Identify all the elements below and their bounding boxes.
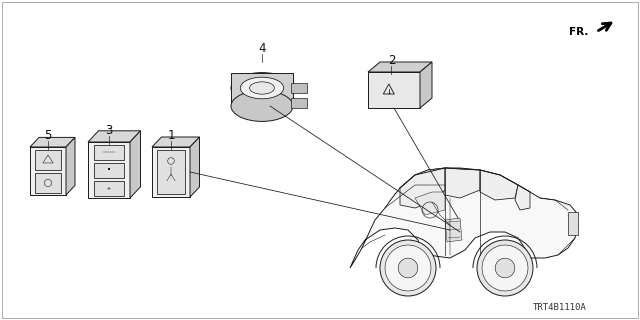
Polygon shape bbox=[30, 137, 75, 147]
Polygon shape bbox=[94, 145, 124, 160]
Polygon shape bbox=[88, 131, 141, 142]
Polygon shape bbox=[368, 72, 420, 108]
Polygon shape bbox=[415, 192, 445, 215]
Polygon shape bbox=[480, 170, 518, 200]
Polygon shape bbox=[368, 62, 432, 72]
Circle shape bbox=[398, 258, 418, 278]
Polygon shape bbox=[94, 163, 124, 178]
Polygon shape bbox=[94, 181, 124, 196]
Polygon shape bbox=[190, 137, 200, 197]
Ellipse shape bbox=[250, 82, 275, 94]
Ellipse shape bbox=[240, 77, 284, 99]
Polygon shape bbox=[130, 131, 141, 198]
Polygon shape bbox=[515, 185, 530, 210]
Polygon shape bbox=[445, 168, 480, 198]
Ellipse shape bbox=[231, 73, 293, 103]
Polygon shape bbox=[66, 137, 75, 195]
Polygon shape bbox=[445, 218, 462, 242]
Text: 2: 2 bbox=[388, 53, 395, 67]
Polygon shape bbox=[152, 137, 200, 147]
Polygon shape bbox=[420, 62, 432, 108]
Circle shape bbox=[495, 258, 515, 278]
Polygon shape bbox=[35, 173, 61, 193]
Text: TRT4B1110A: TRT4B1110A bbox=[533, 303, 587, 313]
Text: FR.: FR. bbox=[568, 27, 588, 37]
Polygon shape bbox=[350, 168, 578, 268]
Text: 3: 3 bbox=[106, 124, 113, 137]
Circle shape bbox=[385, 245, 431, 291]
Polygon shape bbox=[568, 212, 578, 235]
Circle shape bbox=[482, 245, 528, 291]
Polygon shape bbox=[30, 147, 66, 195]
Polygon shape bbox=[157, 150, 185, 194]
Polygon shape bbox=[35, 150, 61, 170]
Polygon shape bbox=[291, 83, 307, 93]
Polygon shape bbox=[152, 147, 190, 197]
Polygon shape bbox=[400, 168, 445, 208]
Text: 4: 4 bbox=[259, 42, 266, 54]
Text: 1: 1 bbox=[167, 129, 175, 141]
Circle shape bbox=[380, 240, 436, 296]
Polygon shape bbox=[231, 73, 293, 106]
Circle shape bbox=[477, 240, 533, 296]
Polygon shape bbox=[88, 142, 130, 198]
Polygon shape bbox=[291, 98, 307, 108]
Ellipse shape bbox=[231, 91, 293, 121]
Text: 5: 5 bbox=[44, 129, 52, 141]
